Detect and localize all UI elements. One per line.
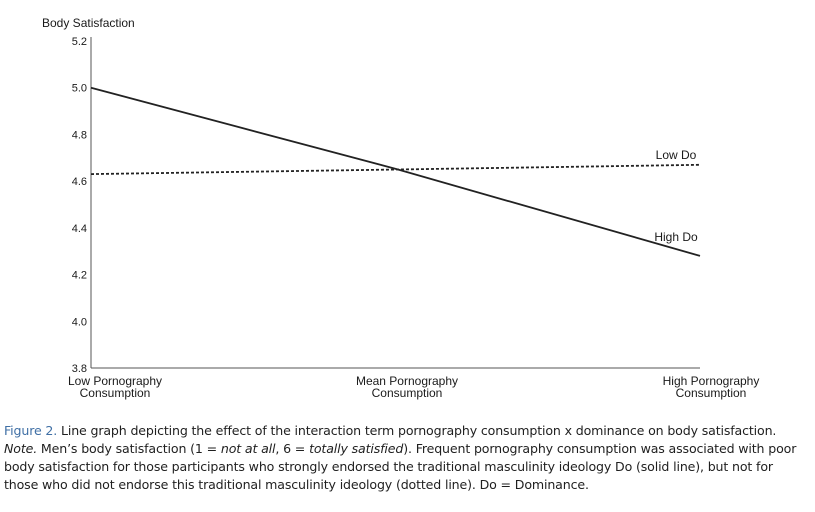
series-labels: High Do Low Do [654,148,698,244]
x-tick-label: Low Pornography Consumption [68,374,162,400]
line-chart: Body Satisfaction 5.2 5.0 4.8 4.6 4.4 4.2 4.0 3… [42,16,759,400]
x-axis-ticks: Low Pornography Consumption Mean Pornograp… [68,374,759,400]
y-tick-label: 4.4 [72,223,87,235]
figure-caption: Figure 2. Line graph depicting the effec… [4,422,810,494]
note-text-2: , 6 = [275,441,310,456]
y-tick-label: 5.0 [72,83,87,95]
x-tick-label: High Pornography Consumption [663,374,760,400]
series-line-low-do [90,163,701,175]
y-tick-label: 4.6 [72,176,87,188]
note-text-3: ). Frequent pornography consumption was … [4,441,797,492]
note-label: Note. [4,441,38,456]
note-italic-1: not at all [220,441,276,456]
y-tick-label: 5.2 [72,36,87,48]
series-label: High Do [654,230,698,244]
y-axis-ticks: 5.2 5.0 4.8 4.6 4.4 4.2 4.0 3.8 [72,36,87,375]
y-tick-label: 4.2 [72,270,87,282]
figure-label: Figure 2. [4,423,58,438]
y-tick-label: 4.0 [72,316,87,328]
y-axis-title: Body Satisfaction [42,16,135,30]
note-italic-2: totally satisfied [309,441,404,456]
series-line-high-do [90,86,701,257]
x-tick-label: Mean Pornography Consumption [356,374,458,400]
y-tick-label: 3.8 [72,363,87,375]
series-layer [90,86,701,257]
note-text-1: Men’s body satisfaction (1 = [37,441,221,456]
y-tick-label: 4.8 [72,129,87,141]
figure-title: Line graph depicting the effect of the i… [57,423,777,438]
series-label: Low Do [656,148,697,162]
